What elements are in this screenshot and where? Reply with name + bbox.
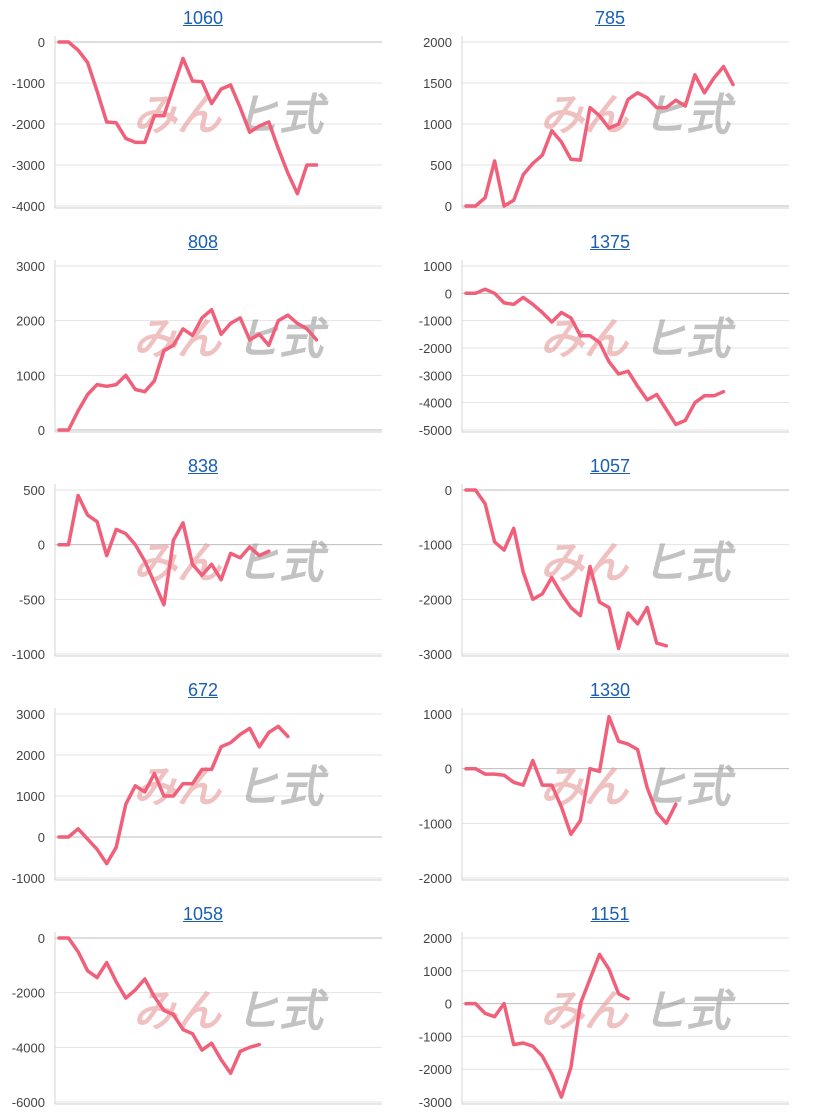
y-tick-label: 1000 [16, 789, 45, 804]
chart-panel-2: 2000 1500 1000 500 0 みん ヒ式 785 [407, 0, 813, 224]
y-tick-label: 2000 [16, 314, 45, 329]
y-tick-label: -500 [19, 592, 45, 607]
watermark-part2: ヒ式 [235, 987, 329, 1036]
series-line [57, 40, 319, 196]
watermark-part2: ヒ式 [642, 763, 736, 812]
y-tick-label: 2000 [423, 35, 452, 50]
y-tick-label: 0 [38, 830, 45, 845]
y-tick-label: -2000 [419, 871, 452, 886]
series-line [464, 952, 630, 1099]
series-line [464, 287, 726, 427]
chart-title-link[interactable]: 672 [187, 680, 219, 700]
chart-panel-10: 2000 1000 0 -1000 -2000 -3000 みん ヒ式 1151 [407, 896, 813, 1120]
watermark-part2: ヒ式 [642, 539, 736, 588]
chart-panel-8: 1000 0 -1000 -2000 みん ヒ式 1330 [407, 672, 813, 896]
y-tick-label: -2000 [12, 117, 45, 132]
y-tick-label: -1000 [419, 314, 452, 329]
y-tick-label: 1000 [423, 117, 452, 132]
y-tick-label: -4000 [419, 396, 452, 411]
chart-title-link[interactable]: 785 [594, 8, 626, 28]
chart-panel-9: 0 -2000 -4000 -6000 みん ヒ式 1058 [0, 896, 406, 1120]
y-tick-label: 1000 [423, 259, 452, 274]
watermark-part1: みん [133, 987, 223, 1036]
y-tick-label: -4000 [12, 1040, 45, 1055]
chart-panel-4: 1000 0 -1000 -2000 -3000 -4000 -5000 みん ヒ式 1375 [407, 224, 813, 448]
y-tick-label: -4000 [12, 199, 45, 214]
y-tick-label: -5000 [419, 423, 452, 438]
y-tick-label: 0 [445, 286, 452, 301]
watermark-part1: みん [540, 315, 630, 364]
y-tick-label: 0 [38, 423, 45, 438]
chart-panel-1: 0 -1000 -2000 -3000 -4000 みん ヒ式 1060 [0, 0, 406, 224]
y-tick-label: 0 [38, 538, 45, 553]
y-tick-label: 3000 [16, 707, 45, 722]
series-line [464, 64, 735, 208]
y-tick-label: 0 [38, 931, 45, 946]
y-tick-label: 1500 [423, 76, 452, 91]
chart-panel-6: 0 -1000 -2000 -3000 みん ヒ式 1057 [407, 448, 813, 672]
watermark-part2: ヒ式 [642, 987, 736, 1036]
y-tick-label: 0 [445, 483, 452, 498]
y-tick-label: -3000 [419, 368, 452, 383]
watermark-part2: ヒ式 [642, 315, 736, 364]
series-line [57, 936, 262, 1076]
y-tick-label: -3000 [12, 158, 45, 173]
chart-panel-3: 3000 2000 1000 0 みん ヒ式 808 [0, 224, 406, 448]
y-tick-label: -1000 [419, 1029, 452, 1044]
series-line [464, 714, 678, 837]
y-tick-label: -1000 [12, 871, 45, 886]
y-tick-label: -6000 [12, 1095, 45, 1110]
series-line [57, 493, 271, 607]
y-tick-label: 0 [445, 199, 452, 214]
y-tick-label: 1000 [423, 707, 452, 722]
y-tick-label: 2000 [16, 748, 45, 763]
y-tick-label: 0 [445, 997, 452, 1012]
chart-title-link[interactable]: 1330 [589, 680, 631, 700]
chart-svg: 0 -2000 -4000 -6000 みん ヒ式 [12, 931, 382, 1110]
chart-title-link[interactable]: 808 [187, 232, 219, 252]
y-tick-label: 0 [38, 35, 45, 50]
y-tick-label: 1000 [423, 964, 452, 979]
y-tick-label: -1000 [12, 76, 45, 91]
chart-title-link[interactable]: 1151 [590, 904, 630, 924]
series-line [464, 488, 669, 651]
watermark-part2: ヒ式 [235, 763, 329, 812]
y-tick-label: -3000 [419, 1095, 452, 1110]
chart-title-link[interactable]: 1057 [589, 456, 631, 476]
series-line [57, 724, 290, 866]
chart-panel-5: 500 0 -500 -1000 みん ヒ式 838 [0, 448, 406, 672]
y-tick-label: -2000 [12, 986, 45, 1001]
y-tick-label: 2000 [423, 931, 452, 946]
y-tick-label: -3000 [419, 647, 452, 662]
chart-title-link[interactable]: 1058 [182, 904, 224, 924]
y-tick-label: 1000 [16, 368, 45, 383]
series-line [57, 307, 319, 432]
y-tick-label: 500 [430, 158, 452, 173]
chart-panel-7: 3000 2000 1000 0 -1000 みん ヒ式 672 [0, 672, 406, 896]
y-tick-label: -2000 [419, 592, 452, 607]
y-tick-label: -2000 [419, 341, 452, 356]
y-tick-label: -2000 [419, 1062, 452, 1077]
y-tick-label: -1000 [419, 816, 452, 831]
chart-title-link[interactable]: 838 [187, 456, 219, 476]
y-tick-label: 0 [445, 762, 452, 777]
watermark-part1: みん [133, 539, 223, 588]
y-tick-label: 3000 [16, 259, 45, 274]
chart-svg: 1000 0 -1000 -2000 -3000 -4000 -5000 みん ヒ式 [419, 259, 789, 438]
y-tick-label: 500 [23, 483, 45, 498]
chart-title-link[interactable]: 1375 [589, 232, 631, 252]
chart-title-link[interactable]: 1060 [182, 8, 224, 28]
y-tick-label: -1000 [12, 647, 45, 662]
y-tick-label: -1000 [419, 538, 452, 553]
